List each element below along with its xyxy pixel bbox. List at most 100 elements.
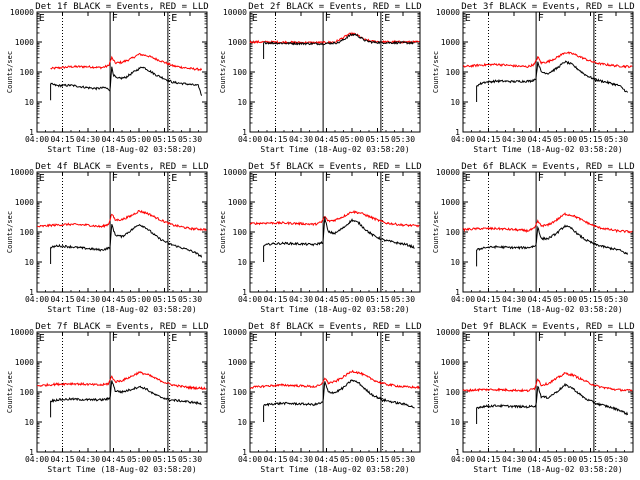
separator-label: F	[112, 333, 118, 344]
y-axis-label: Counts/sec	[6, 211, 14, 253]
x-tick-label: 04:45	[314, 295, 338, 304]
x-tick-label: 05:00	[340, 135, 364, 144]
y-tick-label: 10000	[436, 328, 460, 337]
x-tick-label: 05:30	[178, 135, 202, 144]
x-tick-label: 04:30	[76, 295, 100, 304]
x-tick-label: 04:00	[238, 295, 262, 304]
x-axis-label: Start Time (18-Aug-02 03:58:20)	[260, 305, 409, 314]
y-axis-label: Counts/sec	[219, 371, 227, 413]
separator-label: F	[538, 173, 544, 184]
y-tick-label: 1000	[15, 38, 34, 47]
x-tick-label: 04:45	[101, 135, 125, 144]
lld-series-line	[463, 212, 633, 234]
y-tick-label: 1	[242, 128, 247, 137]
separator-label: F	[325, 333, 331, 344]
x-tick-label: 05:30	[604, 135, 628, 144]
panel-title: Det 5f BLACK = Events, RED = LLD	[248, 162, 421, 172]
x-tick-label: 04:00	[25, 455, 49, 464]
x-tick-label: 04:15	[263, 295, 287, 304]
x-tick-label: 05:00	[553, 295, 577, 304]
x-tick-label: 04:30	[76, 455, 100, 464]
y-axis-label: Counts/sec	[219, 51, 227, 93]
x-tick-label: 04:15	[50, 455, 74, 464]
lld-series-line	[37, 209, 207, 232]
y-tick-label: 1	[455, 448, 460, 457]
separator-label: E	[384, 333, 390, 344]
y-tick-label: 1000	[228, 358, 247, 367]
panel-det-1f: Det 1f BLACK = Events, RED = LLD 1 10 100 10…	[6, 2, 209, 154]
x-tick-label: 04:45	[527, 135, 551, 144]
lld-series-line	[462, 371, 633, 393]
separator-label: E	[39, 333, 45, 344]
x-tick-label: 05:15	[365, 455, 389, 464]
x-tick-label: 05:30	[604, 455, 628, 464]
x-tick-label: 05:15	[578, 135, 602, 144]
y-tick-label: 100	[20, 68, 35, 77]
y-tick-label: 100	[20, 388, 35, 397]
y-tick-label: 1000	[441, 358, 460, 367]
lld-series-line	[249, 209, 420, 228]
x-tick-label: 04:00	[238, 455, 262, 464]
x-tick-label: 05:00	[127, 135, 151, 144]
x-tick-label: 04:00	[25, 135, 49, 144]
separator-label: F	[325, 13, 331, 24]
y-tick-label: 100	[446, 68, 461, 77]
x-tick-label: 05:00	[553, 455, 577, 464]
x-tick-label: 05:30	[391, 135, 415, 144]
x-tick-label: 05:15	[152, 135, 176, 144]
y-tick-label: 1	[29, 128, 34, 137]
x-tick-label: 04:30	[289, 295, 313, 304]
separator-label: E	[252, 13, 258, 24]
x-tick-label: 04:15	[263, 135, 287, 144]
separator-label: E	[39, 173, 45, 184]
separator-label: E	[252, 333, 258, 344]
panel-title: Det 7f BLACK = Events, RED = LLD	[35, 322, 208, 332]
y-tick-label: 1000	[15, 358, 34, 367]
y-tick-label: 100	[446, 388, 461, 397]
separator-label: F	[112, 13, 118, 24]
panel-title: Det 2f BLACK = Events, RED = LLD	[248, 2, 421, 12]
y-tick-label: 1	[242, 288, 247, 297]
y-tick-label: 100	[233, 228, 248, 237]
y-tick-label: 10	[24, 418, 34, 427]
separator-label: E	[465, 13, 471, 24]
separator-label: E	[384, 173, 390, 184]
separator-label: E	[384, 13, 390, 24]
x-axis-label: Start Time (18-Aug-02 03:58:20)	[473, 145, 622, 154]
events-series-line	[476, 382, 629, 416]
x-tick-label: 05:15	[578, 295, 602, 304]
y-axis-label: Counts/sec	[432, 51, 440, 93]
y-axis-label: Counts/sec	[6, 371, 14, 413]
lld-series-line	[249, 369, 420, 390]
separator-label: E	[465, 333, 471, 344]
separator-label: E	[39, 13, 45, 24]
x-axis-label: Start Time (18-Aug-02 03:58:20)	[260, 465, 409, 474]
y-axis-label: Counts/sec	[6, 51, 14, 93]
x-tick-label: 04:00	[238, 135, 262, 144]
y-tick-label: 100	[233, 68, 248, 77]
y-tick-label: 100	[20, 228, 35, 237]
x-tick-label: 04:30	[76, 135, 100, 144]
events-series-line	[476, 60, 628, 93]
panel-det-8f: Det 8f BLACK = Events, RED = LLD 1 10 100 10…	[219, 322, 422, 474]
separator-label: E	[597, 13, 603, 24]
x-tick-label: 04:45	[527, 295, 551, 304]
lld-series-line	[50, 52, 203, 72]
x-tick-label: 05:15	[152, 455, 176, 464]
panel-det-4f: Det 4f BLACK = Events, RED = LLD 1 10 100 10…	[6, 162, 209, 314]
events-series-line	[50, 380, 202, 406]
separator-label: E	[252, 173, 258, 184]
separator-label: F	[538, 333, 544, 344]
x-tick-label: 05:15	[365, 135, 389, 144]
panel-det-7f: Det 7f BLACK = Events, RED = LLD 1 10 100 10…	[6, 322, 209, 474]
events-series-line	[50, 66, 203, 96]
y-tick-label: 10000	[436, 8, 460, 17]
x-tick-label: 05:15	[365, 295, 389, 304]
separator-label: F	[538, 13, 544, 24]
y-tick-label: 1000	[228, 38, 247, 47]
separator-label: E	[171, 173, 177, 184]
y-axis-label: Counts/sec	[432, 211, 440, 253]
events-series-line	[263, 379, 415, 409]
lld-series-line	[463, 51, 633, 69]
